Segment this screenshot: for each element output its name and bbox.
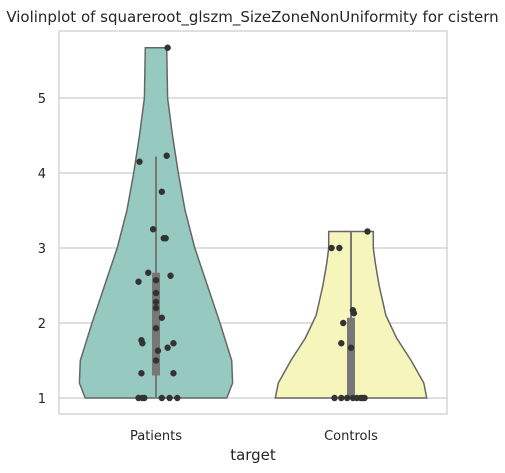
y-tick-label: 3	[38, 242, 46, 257]
data-point	[331, 394, 338, 402]
x-tick-labels: Patients Controls	[130, 429, 378, 444]
data-point	[364, 228, 371, 235]
data-point	[336, 244, 343, 252]
data-point	[162, 235, 169, 242]
data-point	[152, 325, 160, 332]
data-point	[163, 152, 170, 159]
data-point	[349, 307, 357, 314]
data-point	[164, 44, 171, 51]
data-point	[347, 344, 355, 351]
data-point	[135, 278, 142, 285]
iqr-box-patients	[152, 272, 160, 376]
data-point	[361, 394, 368, 402]
data-point	[152, 289, 160, 297]
data-point	[152, 304, 160, 312]
data-point	[158, 188, 166, 195]
y-tick-label: 2	[38, 317, 46, 332]
data-point	[164, 344, 171, 351]
data-point	[154, 347, 162, 354]
data-point	[138, 337, 145, 344]
data-point	[138, 370, 145, 377]
chart-title: Violinplot of squareroot_glszm_SizeZoneN…	[6, 8, 498, 27]
iqr-box-controls	[347, 317, 355, 398]
x-tick-label-patients: Patients	[130, 429, 182, 444]
data-point	[136, 158, 143, 165]
y-tick-label: 4	[38, 167, 46, 182]
data-point	[340, 319, 347, 327]
y-tick-label: 5	[38, 92, 46, 107]
data-point	[328, 244, 335, 252]
data-point	[152, 277, 160, 284]
data-point	[141, 394, 148, 402]
data-point	[158, 394, 166, 402]
data-point	[166, 394, 173, 402]
data-point	[152, 357, 160, 364]
data-points	[135, 44, 371, 402]
x-axis-label: target	[230, 446, 276, 464]
data-point	[167, 272, 174, 279]
data-point	[338, 394, 345, 402]
data-point	[343, 394, 351, 402]
data-point	[338, 340, 345, 347]
x-tick-label-controls: Controls	[324, 429, 378, 444]
data-point	[145, 269, 152, 276]
y-tick-label: 1	[38, 392, 46, 407]
data-point	[149, 226, 157, 233]
data-point	[174, 394, 181, 402]
data-point	[158, 314, 166, 321]
y-tick-labels: 1 2 3 4 5	[38, 92, 46, 407]
data-point	[152, 298, 160, 306]
data-point	[170, 370, 177, 377]
data-point	[170, 340, 177, 347]
